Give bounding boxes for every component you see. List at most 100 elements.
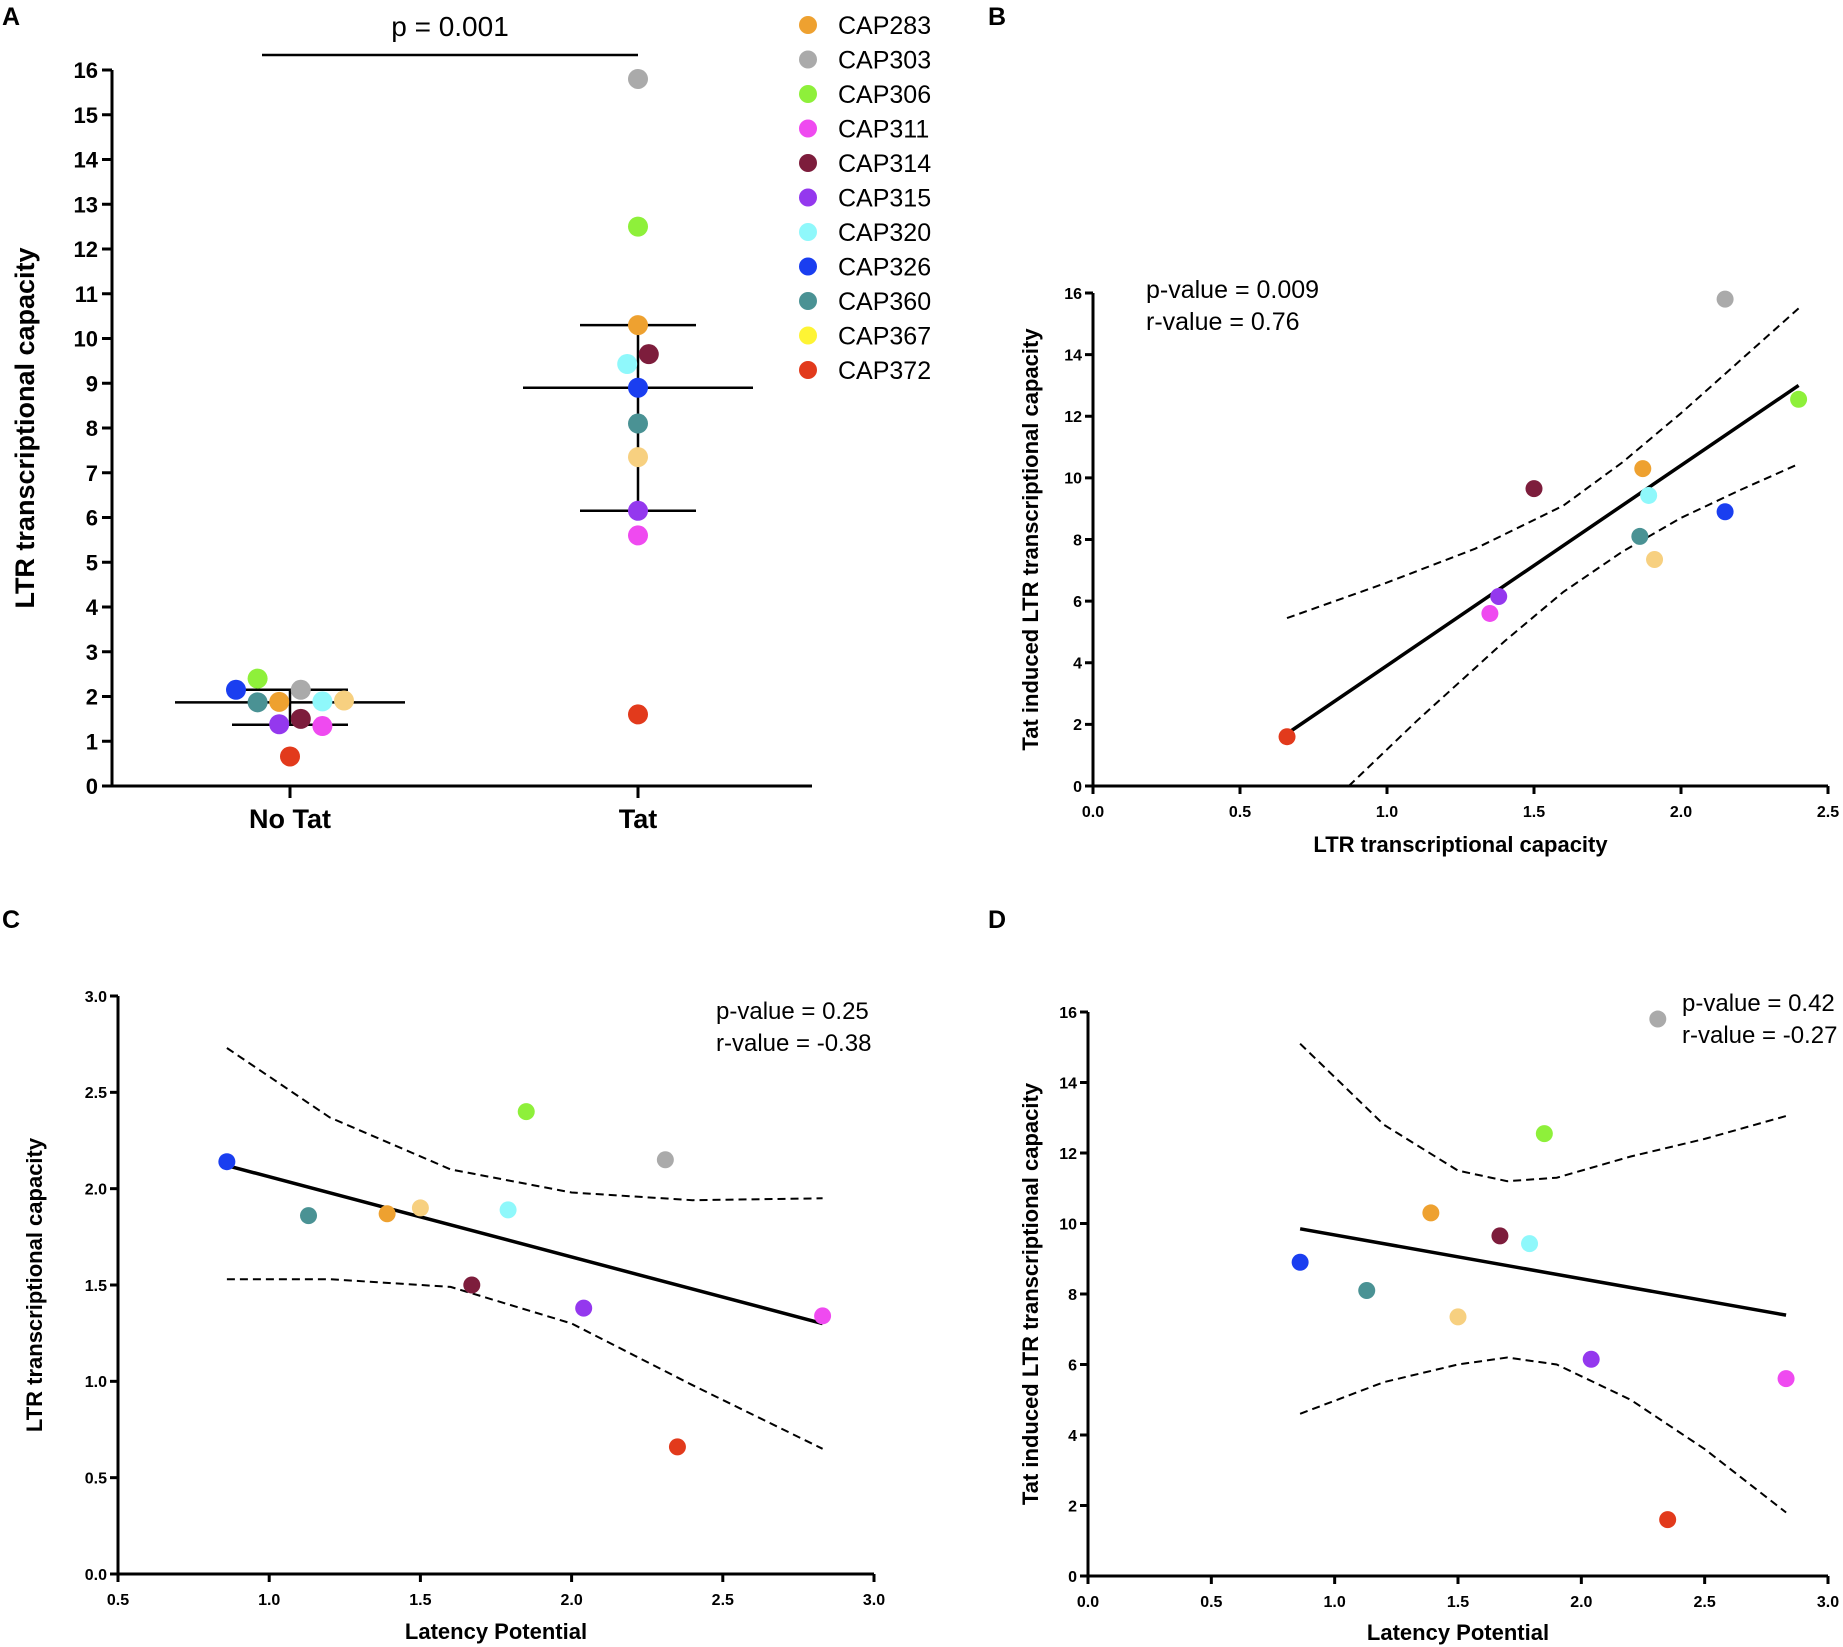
point-cap303 [656,1151,674,1169]
x-axis-label: Latency Potential [405,1619,587,1644]
point-cap303 [1716,290,1734,308]
point-tat-cap303 [628,68,648,89]
ci-upper-band [1299,1042,1787,1183]
legend-swatch-cap326 [799,257,817,276]
y-tick-label: 4 [86,595,99,620]
ci-upper-band [226,1047,823,1202]
point-cap314 [1525,480,1543,498]
y-tick-label: 15 [74,103,98,128]
point-cap372 [1659,1511,1677,1529]
legend-swatch-cap283 [799,16,817,34]
y-tick-label: 16 [1064,286,1082,303]
y-tick-label: 9 [86,371,98,396]
legend: CAP283 CAP303 CAP306 CAP311 CAP314 CAP315 CAP3… [799,12,931,385]
point-cap320 [499,1201,517,1219]
point-cap314 [1491,1227,1509,1245]
point-tat-cap360 [628,413,648,434]
y-tick-label: 12 [1059,1146,1077,1163]
point-tat-cap320 [617,354,638,375]
x-tick-label: 2.0 [560,1592,582,1609]
legend-label-cap306: CAP306 [838,81,931,109]
x-tick-label: 0.5 [107,1592,129,1609]
ci-lower-band [1348,463,1800,787]
point-no-tat-cap306 [247,668,268,689]
legend-label-cap315: CAP315 [838,185,931,213]
panel-d-scatter: 0.0 0.5 1.0 1.5 2.0 2.5 3.0 0 2 4 6 8 10 12 14 16 Latenc… [1018,990,1839,1645]
legend-swatch-cap360 [799,292,817,310]
point-no-tat-cap326 [226,679,246,700]
point-no-tat-cap314 [290,708,311,729]
x-tick-label: 2.5 [1817,804,1839,821]
point-cap315 [575,1299,593,1317]
point-cap306 [517,1103,535,1121]
y-tick-label: 2 [86,685,98,710]
point-no-tat-cap360 [247,692,268,713]
y-tick-label: 1.5 [85,1278,107,1295]
legend-swatch-cap303 [799,50,817,69]
y-tick-label: 7 [86,461,98,486]
point-cap283 [1422,1204,1440,1222]
y-tick-label: 2.0 [85,1181,107,1198]
p-value-text: p-value = 0.009 [1146,276,1319,304]
x-tick-label: 0.0 [1077,1594,1099,1611]
point-cap326 [1291,1253,1309,1271]
y-tick-label: 2 [1073,717,1082,734]
y-tick-label: 14 [1059,1075,1077,1092]
point-cap315 [1582,1350,1600,1368]
y-tick-label: 6 [86,506,98,531]
panel-letter-d: D [988,906,1006,934]
x-tick-label: 0.5 [1229,804,1251,821]
y-tick-label: 6 [1068,1357,1077,1374]
y-tick-label: 10 [1064,471,1082,488]
legend-label-cap367: CAP367 [838,323,931,351]
point-cap311 [1777,1370,1795,1388]
y-tick-label: 0 [1073,779,1082,796]
p-value-annotation: p = 0.001 [391,11,509,42]
y-tick-label: 11 [75,282,98,307]
ci-lower-band [1299,1356,1787,1514]
regression-line [1286,383,1800,736]
y-tick-label: 8 [1068,1287,1077,1304]
legend-swatch-cap311 [799,119,817,138]
panel-b-scatter: 0.0 0.5 1.0 1.5 2.0 2.5 0 2 4 6 8 10 12 14 16 LTR trans… [1018,276,1839,857]
legend-label-cap372: CAP372 [838,357,931,385]
point-cap360 [1631,527,1649,545]
legend-label-cap326: CAP326 [838,254,931,282]
point-no-tat-cap311 [312,716,333,737]
x-tick-label-tat: Tat [619,804,658,834]
y-tick-label: 16 [1059,1005,1077,1022]
point-cap326 [1716,503,1734,521]
point-cap360 [1358,1281,1376,1299]
panel-letter-a: A [2,3,20,31]
legend-swatch-cap314 [799,154,817,172]
legend-label-cap320: CAP320 [838,219,931,247]
x-tick-label: 1.5 [409,1592,431,1609]
point-cap367 [1646,551,1664,569]
regression-line [226,1163,824,1326]
point-no-tat-cap315 [269,714,290,735]
y-tick-label: 0.5 [85,1470,107,1487]
point-cap326 [218,1153,236,1171]
point-cap360 [300,1207,318,1225]
point-cap283 [378,1205,396,1223]
point-cap311 [1481,604,1499,622]
point-tat-cap311 [628,525,648,546]
y-tick-label: 10 [74,327,98,352]
point-cap320 [1521,1235,1539,1253]
y-tick-label: 4 [1068,1428,1077,1445]
point-cap372 [668,1438,686,1456]
panel-letter-c: C [2,906,20,934]
y-tick-label: 2.5 [85,1085,107,1102]
x-tick-label: 1.0 [258,1592,280,1609]
regression-line [1299,1227,1787,1317]
x-tick-label: 1.5 [1523,804,1545,821]
point-no-tat-cap320 [312,691,333,712]
y-tick-label: 12 [74,237,98,262]
y-tick-label: 4 [1073,656,1082,673]
x-tick-label-no-tat: No Tat [249,804,331,834]
x-tick-label: 1.0 [1324,1594,1346,1611]
panel-letter-b: B [988,3,1006,31]
point-cap372 [1278,728,1296,746]
x-tick-label: 3.0 [863,1592,885,1609]
